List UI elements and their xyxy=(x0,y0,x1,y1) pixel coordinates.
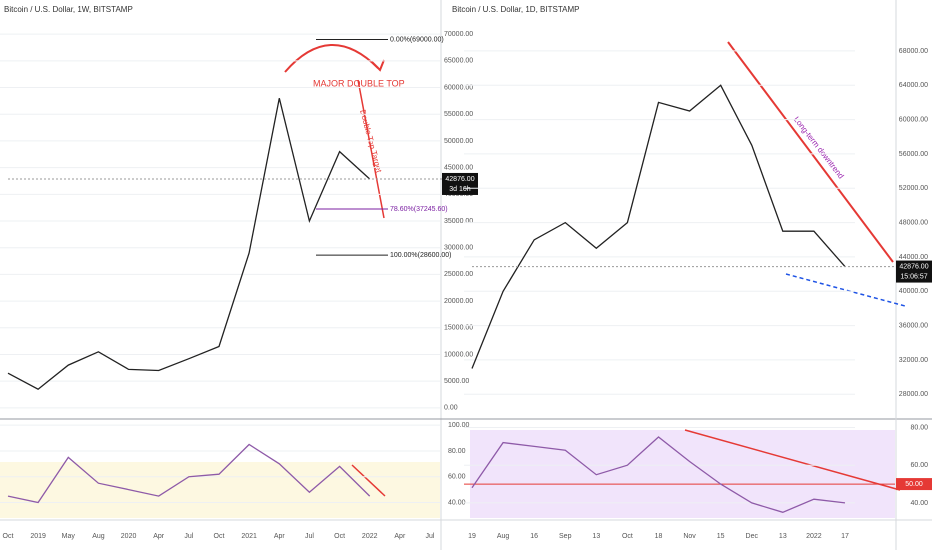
x-tick-label: 2020 xyxy=(121,533,137,540)
x-tick-label: Jul xyxy=(184,533,193,540)
x-tick-label: Nov xyxy=(683,533,696,540)
y-tick-label: 25000.00 xyxy=(444,271,473,278)
y-tick-label: 40.00 xyxy=(448,499,466,506)
x-tick-label: 2019 xyxy=(30,533,46,540)
price-tag-label: 42876.00 xyxy=(899,263,928,270)
y-tick-label: 52000.00 xyxy=(899,185,928,192)
x-tick-label: Oct xyxy=(622,533,633,540)
y-tick-label: 100.00 xyxy=(448,422,470,429)
series-line xyxy=(471,436,846,513)
y-tick-label: 32000.00 xyxy=(899,357,928,364)
x-tick-label: 17 xyxy=(841,533,849,540)
y-tick-label: 50000.00 xyxy=(444,138,473,145)
x-tick-label: 13 xyxy=(779,533,787,540)
y-tick-label: 28000.00 xyxy=(899,391,928,398)
chart-title: Bitcoin / U.S. Dollar, 1W, BITSTAMP xyxy=(4,5,133,14)
price-tag xyxy=(896,260,932,283)
trend-line xyxy=(727,41,894,263)
x-tick-label: May xyxy=(62,533,76,540)
x-tick-label: Jul xyxy=(426,533,435,540)
arrow-head xyxy=(371,59,385,72)
x-tick-label: Aug xyxy=(497,533,510,540)
rsi-band xyxy=(470,430,895,518)
y-tick-label: 48000.00 xyxy=(899,219,928,226)
series-line xyxy=(471,84,846,369)
x-tick-label: Apr xyxy=(153,533,165,540)
x-tick-label: 2022 xyxy=(806,533,822,540)
x-tick-label: 18 xyxy=(655,533,663,540)
x-tick-label: Dec xyxy=(746,533,759,540)
x-tick-label: 16 xyxy=(530,533,538,540)
y-tick-label: 5000.00 xyxy=(444,378,469,385)
x-tick-label: Oct xyxy=(334,533,345,540)
series-line xyxy=(7,443,371,504)
chart-title: Bitcoin / U.S. Dollar, 1D, BITSTAMP xyxy=(452,5,579,14)
y-tick-label: 15000.00 xyxy=(444,325,473,332)
value-tag xyxy=(896,478,932,491)
y-tick-label: 45000.00 xyxy=(444,164,473,171)
y-tick-label: 70000.00 xyxy=(444,31,473,38)
x-tick-label: Apr xyxy=(394,533,406,540)
fib-label: 78.60%(37245.60) xyxy=(390,206,448,213)
x-tick-label: 19 xyxy=(468,533,476,540)
y-tick-label: 20000.00 xyxy=(444,298,473,305)
series-line xyxy=(7,98,371,390)
y-tick-label: 60.00 xyxy=(448,474,466,481)
x-tick-label: Jul xyxy=(305,533,314,540)
y-tick-label: 60.00 xyxy=(910,462,928,469)
x-tick-label: Oct xyxy=(214,533,225,540)
y-tick-label: 80.00 xyxy=(448,448,466,455)
y-tick-label: 10000.00 xyxy=(444,351,473,358)
x-tick-label: Apr xyxy=(274,533,286,540)
y-tick-label: 0.00 xyxy=(444,405,458,412)
y-tick-label: 30000.00 xyxy=(444,245,473,252)
y-tick-label: 65000.00 xyxy=(444,58,473,65)
y-tick-label: 36000.00 xyxy=(899,322,928,329)
y-tick-label: 60000.00 xyxy=(444,84,473,91)
price-tag xyxy=(442,172,478,195)
fib-label: 0.00%(69000.00) xyxy=(390,36,444,43)
y-tick-label: 40000.00 xyxy=(899,288,928,295)
annotation: MAJOR DOUBLE TOP xyxy=(313,78,405,88)
price-tag-label: 42876.00 xyxy=(445,176,474,183)
rsi-trend-line xyxy=(351,464,386,497)
y-tick-label: 64000.00 xyxy=(899,82,928,89)
arc-arrow xyxy=(284,44,379,73)
value-tag-label: 50.00 xyxy=(905,481,923,488)
x-tick-label: 15 xyxy=(717,533,725,540)
x-tick-label: Sep xyxy=(559,533,572,540)
fib-label: 100.00%(28600.00) xyxy=(390,252,452,259)
y-tick-label: 35000.00 xyxy=(444,218,473,225)
x-tick-label: 2021 xyxy=(241,533,257,540)
y-tick-label: 60000.00 xyxy=(899,116,928,123)
x-tick-label: 13 xyxy=(592,533,600,540)
y-tick-label: 55000.00 xyxy=(444,111,473,118)
countdown-label: 3d 16h xyxy=(449,186,471,193)
y-tick-label: 68000.00 xyxy=(899,48,928,55)
rsi-band xyxy=(0,462,440,518)
y-tick-label: 44000.00 xyxy=(899,254,928,261)
x-tick-label: Aug xyxy=(92,533,105,540)
x-tick-label: 2022 xyxy=(362,533,378,540)
x-tick-label: Oct xyxy=(3,533,14,540)
countdown-label: 15:06:57 xyxy=(900,273,927,280)
y-tick-label: 56000.00 xyxy=(899,151,928,158)
y-tick-label: 40.00 xyxy=(910,500,928,507)
y-tick-label: 80.00 xyxy=(910,424,928,431)
rsi-trend-line xyxy=(684,429,901,491)
target-arrow xyxy=(357,79,385,219)
